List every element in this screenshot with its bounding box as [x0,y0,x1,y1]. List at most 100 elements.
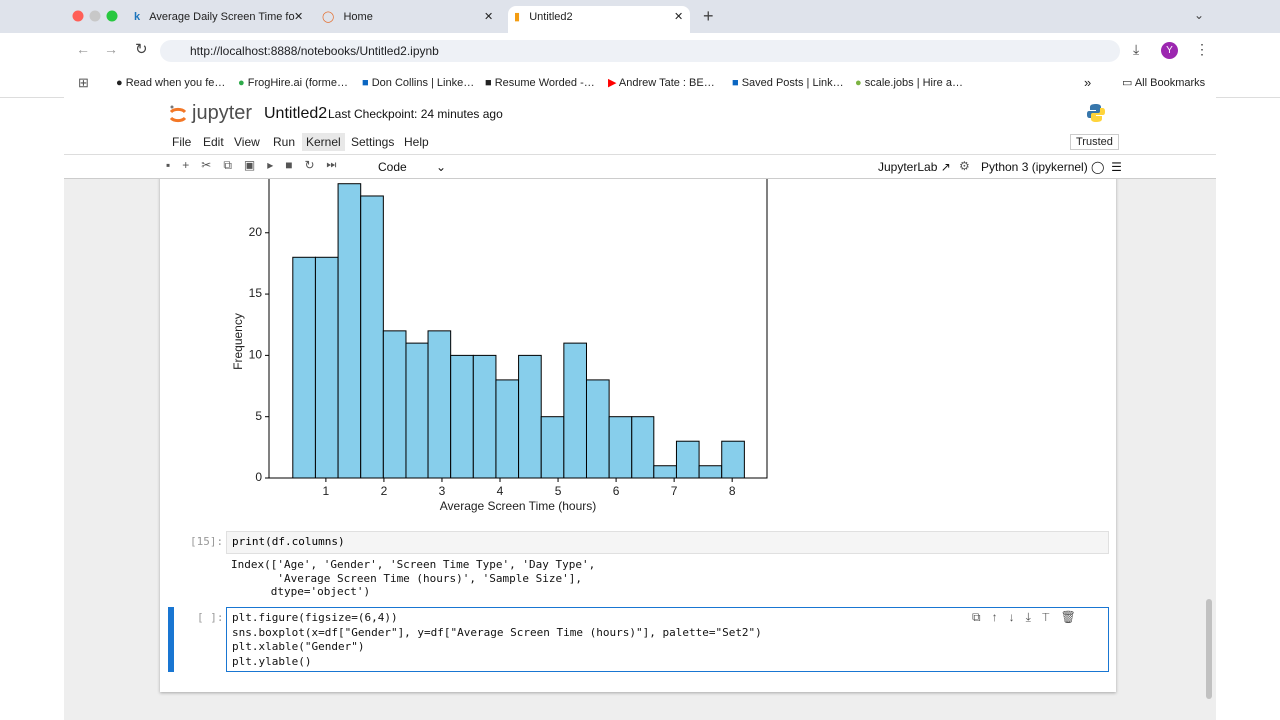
y-axis-label: Frequency [231,313,245,370]
bar [360,195,384,479]
bar [382,330,407,479]
notebook: 0 5 10 15 20 1 2 3 4 5 6 7 8 Average Screen Time (hou… [64,179,1216,720]
back[interactable]: ← [76,41,90,57]
jupyter-logo-icon [169,105,187,123]
notebook-name[interactable]: Untitled2 [264,105,328,122]
code-line: sns.boxplot(x=df["Gender"], y=df["Averag… [232,625,762,639]
menu-item[interactable]: Help [404,135,429,149]
bookmark[interactable]: ■ Don Collins | Linke… [362,77,475,89]
new-tab[interactable]: + [703,6,714,26]
scrollbar [1206,599,1212,699]
tab-title: Untitled2 [529,11,573,23]
code-line: print(df.columns) [232,535,345,548]
toolbar-icons[interactable]: ▪+✂⧉▣▸■↻⏭ [166,158,349,172]
code-editor[interactable]: print(df.columns) [226,531,1109,554]
bookmark[interactable]: ● FrogHire.ai (forme… [238,77,348,89]
bar [427,330,452,479]
tab[interactable]: k Average Daily Screen Time fo ✕ [134,11,304,23]
tab-title: Average Daily Screen Time fo [149,11,295,23]
bookmark-label: scale.jobs | Hire a… [864,77,963,89]
menu-bar [64,130,1216,155]
y-tick-label: 0 [255,470,262,484]
y-tick-label: 20 [249,225,263,239]
tab[interactable]: ◯ Home ✕ [322,11,494,23]
jupyterlab-link[interactable]: JupyterLab ↗ [878,160,951,174]
bookmark-label: FrogHire.ai (forme… [247,77,348,89]
active-cell-marker [168,607,174,672]
url: http://localhost:8888/notebooks/Untitled… [190,44,439,58]
code-line: plt.figure(figsize=(6,4)) [232,611,398,624]
x-axis-label: Average Screen Time (hours) [440,499,597,513]
kernel-settings[interactable]: ⚙ [959,159,970,173]
apps[interactable]: ⊞ [78,75,89,90]
reload[interactable]: ↻ [135,41,148,58]
menu-item[interactable]: Run [273,135,296,149]
bar [495,379,520,479]
address-bar[interactable]: http://localhost:8888/notebooks/Untitled… [160,40,1120,62]
bookmark-label: Andrew Tate : BE… [618,77,715,89]
tab-title: Home [343,11,373,23]
bookmark-label: Don Collins | Linke… [371,77,475,89]
bar [292,256,316,479]
cell-prompt: [15]: [190,535,224,548]
axes-frame [268,179,768,479]
cell-toolbar[interactable]: ⧉↑↓⤓⊤🗑 [972,610,1087,624]
menu-item[interactable]: File [172,135,192,149]
output-line: Index(['Age', 'Gender', 'Screen Time Typ… [231,558,596,571]
downloads[interactable]: ⤓ [1133,41,1140,57]
bar [698,465,723,479]
chart: 0 5 10 15 20 1 2 3 4 5 6 7 8 Average Screen Time (hou… [231,179,768,513]
menu-item[interactable]: Settings [351,135,395,149]
bookmark[interactable]: ■ Saved Posts | Link… [732,77,844,89]
output-line: 'Average Screen Time (hours)', 'Sample S… [231,571,582,585]
trusted[interactable]: Trusted [1070,134,1119,150]
output-line: dtype='object') [231,585,371,599]
checkpoint: Last Checkpoint: 24 minutes ago [328,107,503,121]
menu[interactable]: ⋮ [1195,41,1209,57]
python-logo [1087,104,1105,122]
x-tick-label: 6 [613,484,620,498]
bar [608,416,633,479]
tab-menu[interactable]: ⌄ [1194,8,1205,22]
y-tick-label: 15 [249,286,263,300]
cell-type-label: Code [378,160,407,174]
bar [518,354,542,479]
bookmarks-bar: ⊞ ● Read when you fe… ● FrogHire.ai (for… [0,69,1280,98]
jupyter-logo: jupyter [192,102,253,124]
menu-item[interactable]: Edit [203,135,224,149]
more-bookmarks[interactable]: » [1084,75,1092,90]
all-bookmarks[interactable]: ▭ All Bookmarks [1122,77,1206,89]
bookmark[interactable]: ▶ Andrew Tate : BE… [608,77,715,89]
kernel[interactable]: Python 3 (ipykernel) ◯ ☰ [981,160,1122,174]
jupyterlab-label: JupyterLab [878,160,938,174]
code-editor[interactable]: plt.figure(figsize=(6,4)) sns.boxplot(x=d… [226,607,1109,672]
kernel-label: Python 3 (ipykernel) [981,160,1088,174]
bar [472,354,497,479]
bookmark-label: Saved Posts | Link… [741,77,844,89]
bookmark[interactable]: ● scale.jobs | Hire a… [855,77,963,89]
bar [337,183,362,479]
bookmark[interactable]: ■ Resume Worded -… [485,77,595,89]
bookmark-label: Read when you fe… [125,77,226,89]
profile[interactable]: Y [1161,42,1178,59]
tab-bar: k Average Daily Screen Time fo ✕ ◯ Home ✕ … [0,0,1280,33]
bar [563,342,587,479]
menu-item[interactable]: Kernel [302,133,345,151]
menu-item[interactable]: View [234,135,260,149]
bar [631,416,655,479]
bar [314,256,339,479]
window-controls [72,10,118,22]
cell-type[interactable]: Code ⌄ [378,160,447,174]
tab-active[interactable]: ▮ Untitled2 ✕ [508,6,690,33]
forward[interactable]: → [104,41,118,57]
bookmark[interactable]: ● Read when you fe… [116,77,226,89]
x-tick-label: 4 [497,484,504,498]
x-tick-label: 1 [323,484,330,498]
x-tick-label: 2 [381,484,388,498]
notebook-toolbar [64,154,1216,179]
code-line: plt.ylable() [232,654,312,668]
jupyter-header: jupyter Untitled2 Last Checkpoint: 24 mi… [64,97,1216,179]
bar [585,379,610,479]
